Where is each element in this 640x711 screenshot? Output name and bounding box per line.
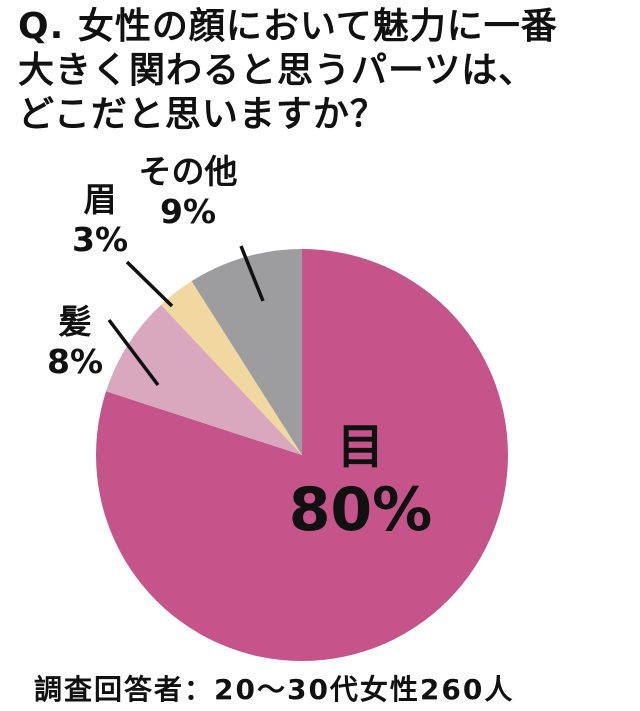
label-hair: 髪 8% [28,302,122,382]
slice-percent: 3% [71,220,129,259]
pie-slice-other [191,249,302,455]
label-other: その他 9% [128,152,248,232]
pie-slice-eyes [96,249,509,661]
slice-label: 髪 [58,302,92,341]
leader-line-hair [107,318,160,387]
slice-percent: 9% [159,192,217,231]
leader-line-other [239,245,265,302]
slice-label: その他 [138,152,238,191]
survey-note: 調査回答者：20～30代女性260人 [34,673,515,706]
slice-label: 眉 [83,180,117,219]
pie-slice-hair [106,304,302,455]
slice-percent: 80% [288,475,433,545]
title-line-3: どこだと思いますか？ [18,94,387,135]
leader-line-eyebrows [125,260,174,308]
label-eyes: 目 80% [278,420,443,544]
slice-label: 目 [337,420,384,475]
pie-slices [96,249,509,661]
slice-percent: 8% [46,342,104,381]
title-line-1: Q. 女性の顔において魅力に一番 [18,6,558,47]
chart-title: Q. 女性の顔において魅力に一番 大きく関わると思うパーツは、 どこだと思います… [18,5,558,137]
title-line-2: 大きく関わると思うパーツは、 [18,50,536,91]
label-eyebrows: 眉 3% [53,180,147,260]
pie-slice-eyebrows [161,281,302,455]
